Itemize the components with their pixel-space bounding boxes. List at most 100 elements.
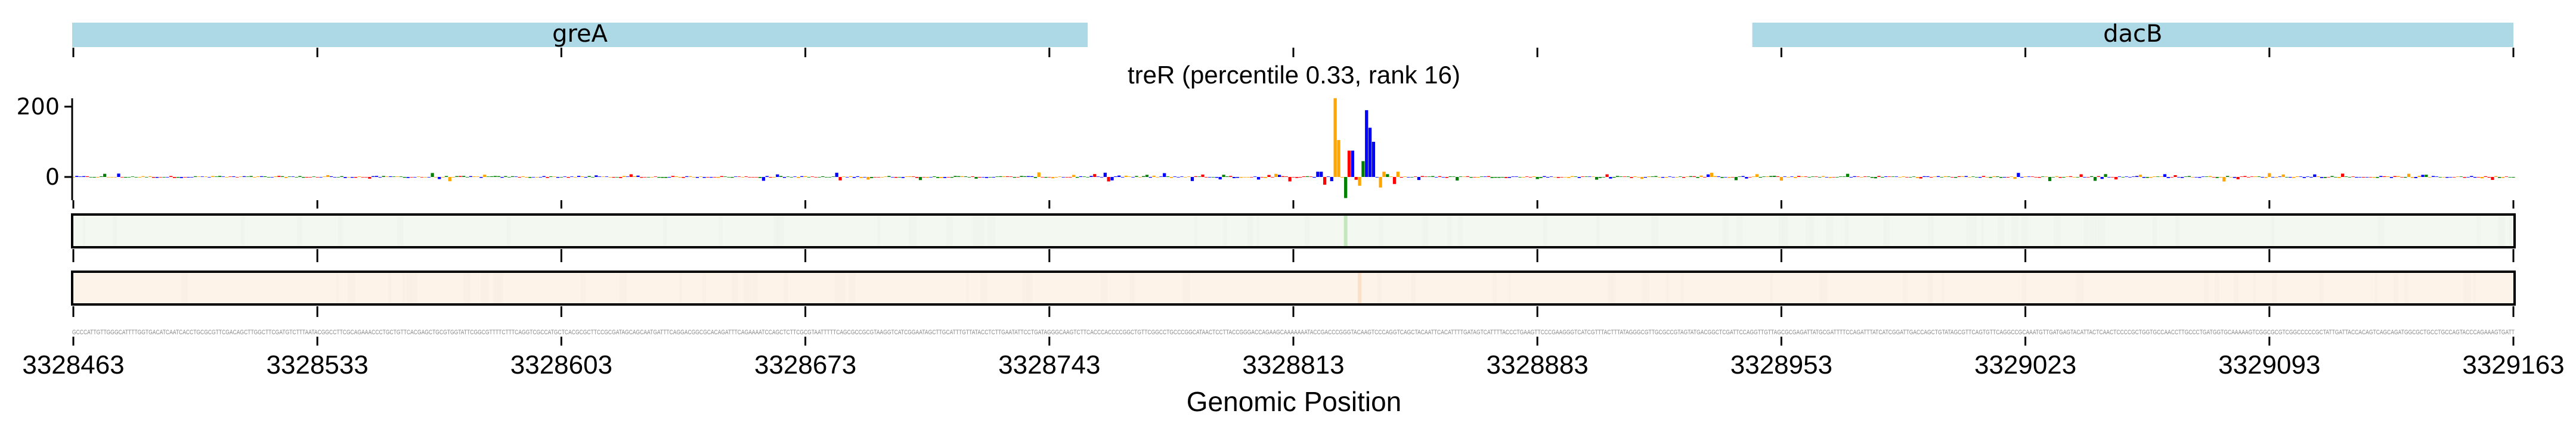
- logo-letter-A: [2079, 174, 2083, 177]
- logo-letter-C: [1218, 177, 1222, 180]
- logo-letter-A: [1284, 176, 1288, 177]
- track-stripe: [2271, 214, 2275, 247]
- logo-letter-A: [2400, 177, 2404, 178]
- logo-letter-T: [988, 177, 992, 178]
- logo-letter-C: [710, 177, 713, 178]
- logo-letter-C: [1790, 176, 1794, 177]
- logo-letter-G: [1124, 175, 1128, 177]
- logo-letter-A: [1438, 176, 1442, 177]
- logo-letter-T: [2215, 177, 2219, 178]
- logo-letter-G: [1961, 176, 1965, 177]
- track-stripe: [347, 272, 355, 304]
- logo-letter-G: [1985, 177, 1989, 178]
- logo-letter-T: [1135, 176, 1138, 177]
- track-stripe: [1806, 214, 1813, 247]
- logo-letter-T: [465, 177, 469, 178]
- logo-letter-C: [2002, 177, 2007, 178]
- logo-letter-A: [1445, 177, 1448, 178]
- logo-letter-G: [1787, 177, 1790, 178]
- logo-letter-G: [113, 177, 117, 178]
- logo-letter-C: [532, 177, 535, 178]
- logo-letter-A: [1528, 177, 1532, 178]
- logo-letter-C: [1724, 177, 1727, 178]
- logo-letter-A: [2340, 173, 2345, 177]
- logo-letter-G: [2219, 177, 2222, 178]
- logo-letter-A: [1205, 177, 1208, 178]
- logo-letter-G: [939, 177, 943, 178]
- logo-letter-C: [595, 175, 598, 177]
- logo-letter-G: [2138, 175, 2142, 177]
- logo-letter-C: [2306, 176, 2309, 177]
- logo-letter-T: [1431, 176, 1435, 177]
- logo-letter-T: [2121, 177, 2125, 178]
- logo-letter-C: [992, 177, 995, 178]
- logo-letter-C: [1180, 176, 1184, 177]
- logo-letter-A: [1069, 177, 1072, 178]
- logo-letter-A: [1776, 176, 1780, 177]
- logo-letter-G: [1396, 172, 1400, 177]
- logo-letter-G: [1699, 175, 1703, 177]
- logo-letter-A: [566, 177, 570, 178]
- logo-letter-C: [1741, 176, 1745, 177]
- logo-letter-C: [1114, 176, 1117, 177]
- logo-letter-G: [2208, 176, 2212, 177]
- track-stripe: [2473, 272, 2476, 304]
- logo-letter-C: [2202, 176, 2205, 177]
- logo-letter-A: [810, 176, 814, 177]
- logo-letter-A: [1797, 176, 1801, 177]
- logo-letter-T: [995, 176, 999, 177]
- logo-letter-G: [1058, 176, 1061, 177]
- logo-letter-T: [497, 176, 500, 177]
- logo-letter-T: [2051, 177, 2055, 178]
- logo-letter-T: [1456, 177, 1459, 181]
- track-stripe: [979, 214, 985, 247]
- logo-letter-C: [1253, 176, 1257, 177]
- dna-sequence: GCCCATTGTTGGGCATTTTGGTGACATCAATCACCTGCGC…: [72, 329, 2515, 336]
- track-stripe: [493, 272, 497, 304]
- logo-letter-A: [420, 177, 424, 178]
- logo-letter-T: [1835, 177, 1839, 178]
- logo-letter-A: [1295, 177, 1299, 178]
- logo-letter-T: [1773, 176, 1776, 177]
- logo-letter-T: [1811, 176, 1815, 177]
- logo-letter-A: [1748, 177, 1752, 178]
- logo-letter-A: [946, 177, 950, 178]
- logo-letter-C: [702, 177, 706, 178]
- logo-letter-T: [1584, 176, 1588, 177]
- logo-letter-A: [2034, 177, 2038, 178]
- track-stripe: [1182, 272, 1191, 304]
- x-tick-label: 3328603: [510, 350, 612, 380]
- logo-letter-C: [155, 177, 159, 178]
- track-stripe: [2509, 214, 2513, 247]
- logo-letter-C: [852, 177, 856, 178]
- logo-letter-C: [943, 177, 947, 178]
- logo-letter-T: [1023, 176, 1027, 177]
- logo-letter-T: [950, 177, 953, 178]
- logo-letter-T: [215, 176, 218, 177]
- logo-letter-A: [1856, 176, 1860, 177]
- logo-letter-T: [1818, 177, 1822, 178]
- logo-letter-C: [166, 177, 169, 178]
- logo-letter-A: [2327, 177, 2330, 178]
- logo-letter-C: [901, 177, 905, 178]
- logo-letter-T: [1574, 176, 1578, 177]
- track-stripe: [973, 214, 980, 247]
- track-stripe: [1249, 214, 1253, 247]
- logo-letter-G: [699, 176, 702, 177]
- track-stripe: [773, 214, 780, 247]
- logo-letter-C: [846, 177, 849, 178]
- logo-letter-C: [1511, 176, 1515, 177]
- track-stripe: [2271, 272, 2277, 304]
- logo-letter-C: [1515, 176, 1518, 177]
- logo-letter-T: [490, 176, 494, 177]
- track-stripe: [1493, 272, 1497, 304]
- logo-letter-T: [897, 177, 902, 178]
- track-stripe: [1680, 272, 1684, 304]
- logo-letter-C: [2289, 177, 2292, 178]
- logo-letter-T: [302, 177, 305, 178]
- logo-letter-G: [2337, 177, 2341, 178]
- logo-letter-A: [2504, 176, 2508, 177]
- logo-letter-G: [601, 176, 605, 177]
- logo-letter-C: [221, 176, 225, 177]
